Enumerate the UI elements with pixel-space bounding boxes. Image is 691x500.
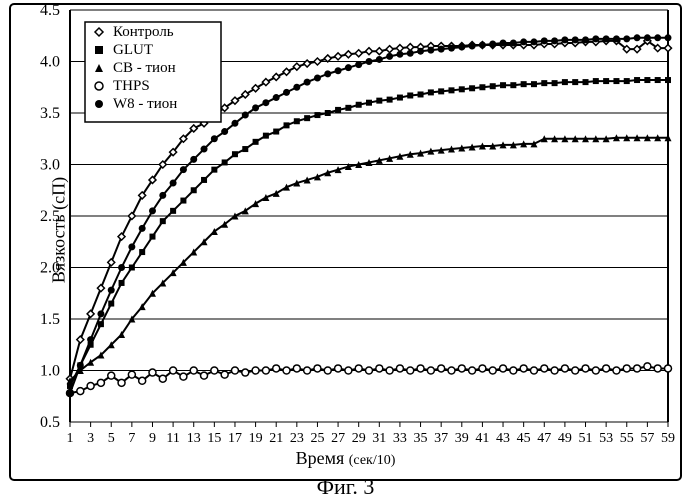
svg-text:15: 15 xyxy=(207,431,221,446)
svg-text:3.5: 3.5 xyxy=(40,105,60,122)
svg-text:49: 49 xyxy=(558,431,572,446)
svg-text:39: 39 xyxy=(455,431,469,446)
svg-text:53: 53 xyxy=(599,431,613,446)
svg-text:7: 7 xyxy=(128,431,135,446)
svg-text:41: 41 xyxy=(475,431,489,446)
svg-text:17: 17 xyxy=(228,431,242,446)
svg-text:43: 43 xyxy=(496,431,510,446)
y-axis-label: Вязкость (сП) xyxy=(49,177,70,283)
svg-text:4.5: 4.5 xyxy=(40,2,60,19)
figure-caption: Фиг. 3 xyxy=(0,474,691,500)
svg-text:47: 47 xyxy=(537,431,551,446)
series-GLUT xyxy=(67,77,671,389)
svg-text:GLUT: GLUT xyxy=(113,42,153,58)
svg-text:3: 3 xyxy=(87,431,94,446)
svg-text:31: 31 xyxy=(372,431,386,446)
svg-text:W8 - тион: W8 - тион xyxy=(113,96,177,112)
svg-text:35: 35 xyxy=(414,431,428,446)
svg-text:27: 27 xyxy=(331,431,345,446)
svg-text:57: 57 xyxy=(640,431,654,446)
svg-text:55: 55 xyxy=(620,431,634,446)
series-THPS xyxy=(67,363,672,397)
svg-text:9: 9 xyxy=(149,431,156,446)
svg-text:13: 13 xyxy=(187,431,201,446)
svg-text:59: 59 xyxy=(661,431,675,446)
x-axis-label-unit: (сек/10) xyxy=(349,453,396,468)
svg-text:0.5: 0.5 xyxy=(40,414,60,431)
legend: Контроль GLUT CB - тион THPS W8 - тион xyxy=(85,22,221,122)
svg-text:THPS: THPS xyxy=(113,78,150,94)
x-axis-label-main: Время xyxy=(296,448,345,468)
svg-text:23: 23 xyxy=(290,431,304,446)
x-axis-label: Время (сек/10) xyxy=(0,448,691,469)
svg-text:5: 5 xyxy=(108,431,115,446)
svg-text:45: 45 xyxy=(517,431,531,446)
svg-text:1.5: 1.5 xyxy=(40,311,60,328)
svg-text:51: 51 xyxy=(579,431,593,446)
line-chart: 0.51.01.52.02.53.03.54.04.51357911131517… xyxy=(0,0,691,500)
svg-text:1.0: 1.0 xyxy=(40,363,60,380)
svg-text:11: 11 xyxy=(166,431,179,446)
svg-text:33: 33 xyxy=(393,431,407,446)
svg-text:25: 25 xyxy=(310,431,324,446)
chart-container: { "caption": "Фиг. 3", "ylabel": "Вязкос… xyxy=(0,0,691,500)
svg-text:21: 21 xyxy=(269,431,283,446)
svg-text:1: 1 xyxy=(67,431,74,446)
svg-text:29: 29 xyxy=(352,431,366,446)
svg-text:3.0: 3.0 xyxy=(40,157,60,174)
svg-text:Контроль: Контроль xyxy=(113,24,174,40)
svg-text:19: 19 xyxy=(249,431,263,446)
svg-text:37: 37 xyxy=(434,431,448,446)
svg-text:4.0: 4.0 xyxy=(40,54,60,71)
svg-text:CB - тион: CB - тион xyxy=(113,60,176,76)
